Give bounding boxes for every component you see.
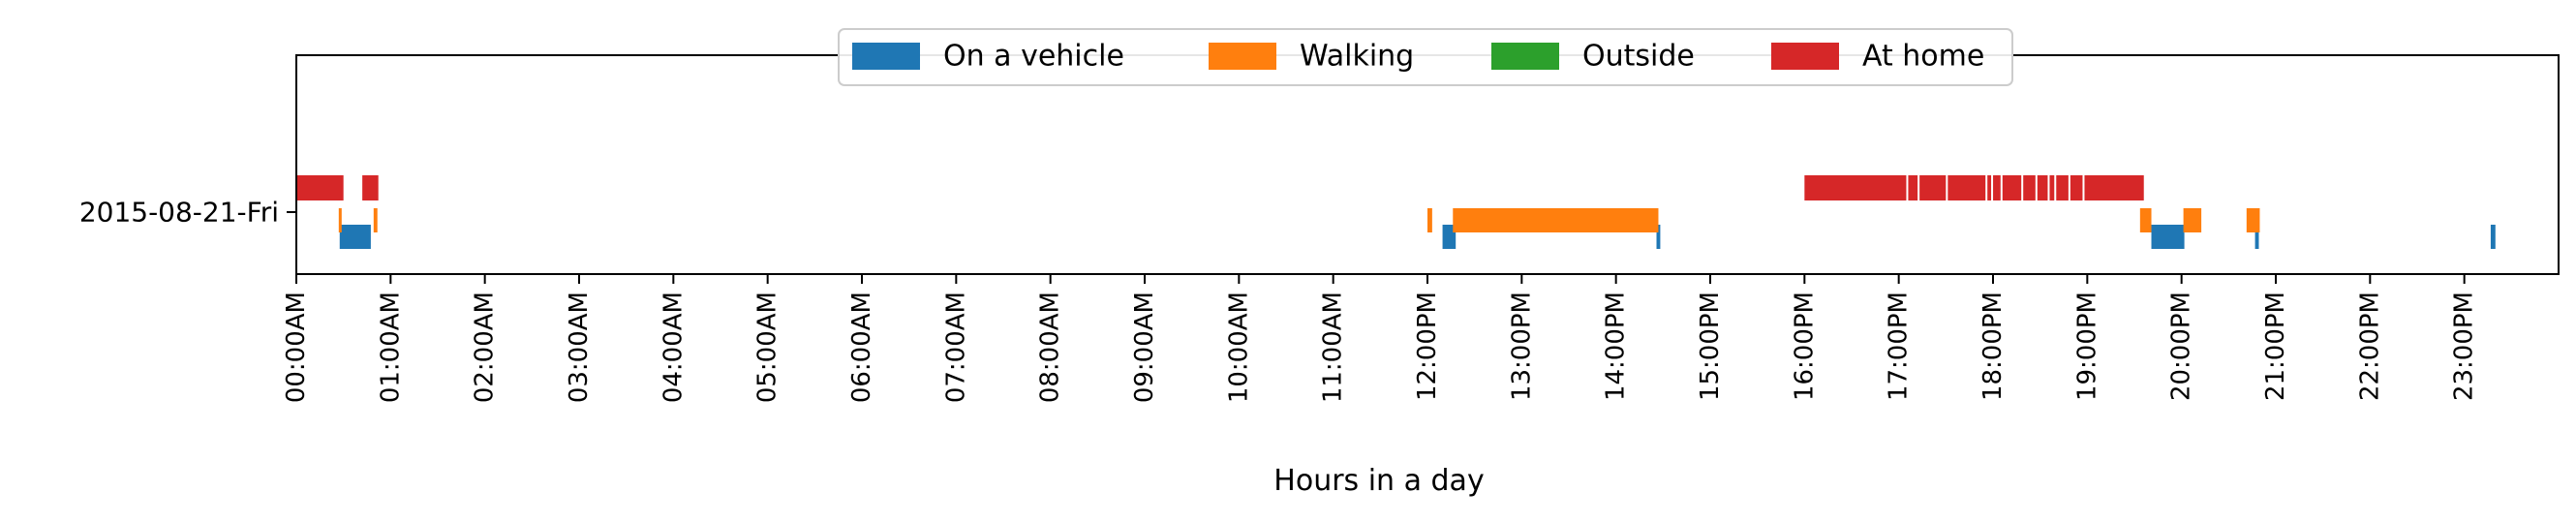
legend-label: At home xyxy=(1862,40,1984,74)
segment-walking xyxy=(1453,208,1659,232)
x-tick-label: 22:00PM xyxy=(2355,292,2384,401)
segment-on-a-vehicle xyxy=(2490,225,2496,249)
segment-walking xyxy=(2246,208,2260,232)
segment-gap xyxy=(2068,175,2070,200)
x-tick-label: 09:00AM xyxy=(1130,292,1159,403)
x-tick-label: 14:00PM xyxy=(1602,292,1631,401)
x-tick-label: 16:00PM xyxy=(1790,292,1819,401)
segment-walking xyxy=(373,208,378,232)
segment-gap xyxy=(2000,175,2003,200)
segment-gap xyxy=(2035,175,2038,200)
x-axis-label: Hours in a day xyxy=(1273,464,1484,498)
segment-on-a-vehicle xyxy=(1442,225,1457,249)
segment-walking xyxy=(2183,208,2202,232)
segment-gap xyxy=(1991,175,1994,200)
x-tick-label: 20:00PM xyxy=(2167,292,2196,401)
plot-marks xyxy=(296,175,2496,249)
legend-swatch-at-home xyxy=(1771,43,1839,70)
segment-on-a-vehicle xyxy=(2151,225,2185,249)
x-tick-label: 00:00AM xyxy=(282,292,311,403)
segment-gap xyxy=(2054,175,2057,200)
segment-walking xyxy=(1427,208,1432,232)
plot-frame xyxy=(295,54,2560,275)
y-axis: 2015-08-21-Fri xyxy=(79,197,296,229)
segment-gap xyxy=(1985,175,1988,200)
x-tick-label: 06:00AM xyxy=(847,292,876,403)
x-tick-label: 10:00AM xyxy=(1224,292,1253,403)
x-tick-label: 07:00AM xyxy=(941,292,970,403)
legend-swatch-outside xyxy=(1491,43,1559,70)
x-tick-label: 01:00AM xyxy=(376,292,405,403)
legend-label: Outside xyxy=(1582,40,1695,74)
segment-at-home xyxy=(296,175,344,200)
segment-gap xyxy=(2021,175,2024,200)
x-tick-label: 17:00PM xyxy=(1885,292,1914,401)
x-tick-label: 08:00AM xyxy=(1036,292,1065,403)
legend-swatch-walking xyxy=(1209,43,1276,70)
x-tick-label: 04:00AM xyxy=(659,292,688,403)
x-tick-label: 21:00PM xyxy=(2261,292,2290,401)
y-tick-label: 2015-08-21-Fri xyxy=(79,197,279,229)
x-tick-label: 11:00AM xyxy=(1319,292,1348,403)
legend-label: On a vehicle xyxy=(943,40,1124,74)
legend-label: Walking xyxy=(1300,40,1414,74)
x-tick-label: 18:00PM xyxy=(1978,292,2008,401)
x-tick-label: 05:00AM xyxy=(753,292,782,403)
x-tick-label: 13:00PM xyxy=(1507,292,1536,401)
x-tick-label: 03:00AM xyxy=(565,292,594,403)
x-axis: 00:00AM 01:00AM 02:00AM 03:00AM 04:00AM 05:00… xyxy=(282,274,2479,403)
x-tick-label: 12:00PM xyxy=(1413,292,1442,401)
legend: On a vehicle Walking Outside At home xyxy=(838,28,2013,86)
x-tick-label: 02:00AM xyxy=(471,292,500,403)
legend-box xyxy=(838,28,2013,86)
segment-gap xyxy=(2082,175,2085,200)
segment-gap xyxy=(1906,175,1909,200)
x-tick-label: 23:00PM xyxy=(2450,292,2479,401)
segment-at-home xyxy=(362,175,379,200)
x-tick-label: 15:00PM xyxy=(1696,292,1725,401)
segment-on-a-vehicle xyxy=(1656,225,1661,249)
segment-gap xyxy=(1917,175,1920,200)
segment-gap xyxy=(2047,175,2050,200)
legend-swatch-on-a-vehicle xyxy=(852,43,920,70)
segment-at-home xyxy=(1804,175,2144,200)
segment-on-a-vehicle xyxy=(2254,225,2259,249)
segment-gap xyxy=(1946,175,1948,200)
segment-walking xyxy=(338,208,342,232)
segment-walking xyxy=(2139,208,2152,232)
segment-on-a-vehicle xyxy=(339,225,371,249)
x-tick-label: 19:00PM xyxy=(2072,292,2101,401)
